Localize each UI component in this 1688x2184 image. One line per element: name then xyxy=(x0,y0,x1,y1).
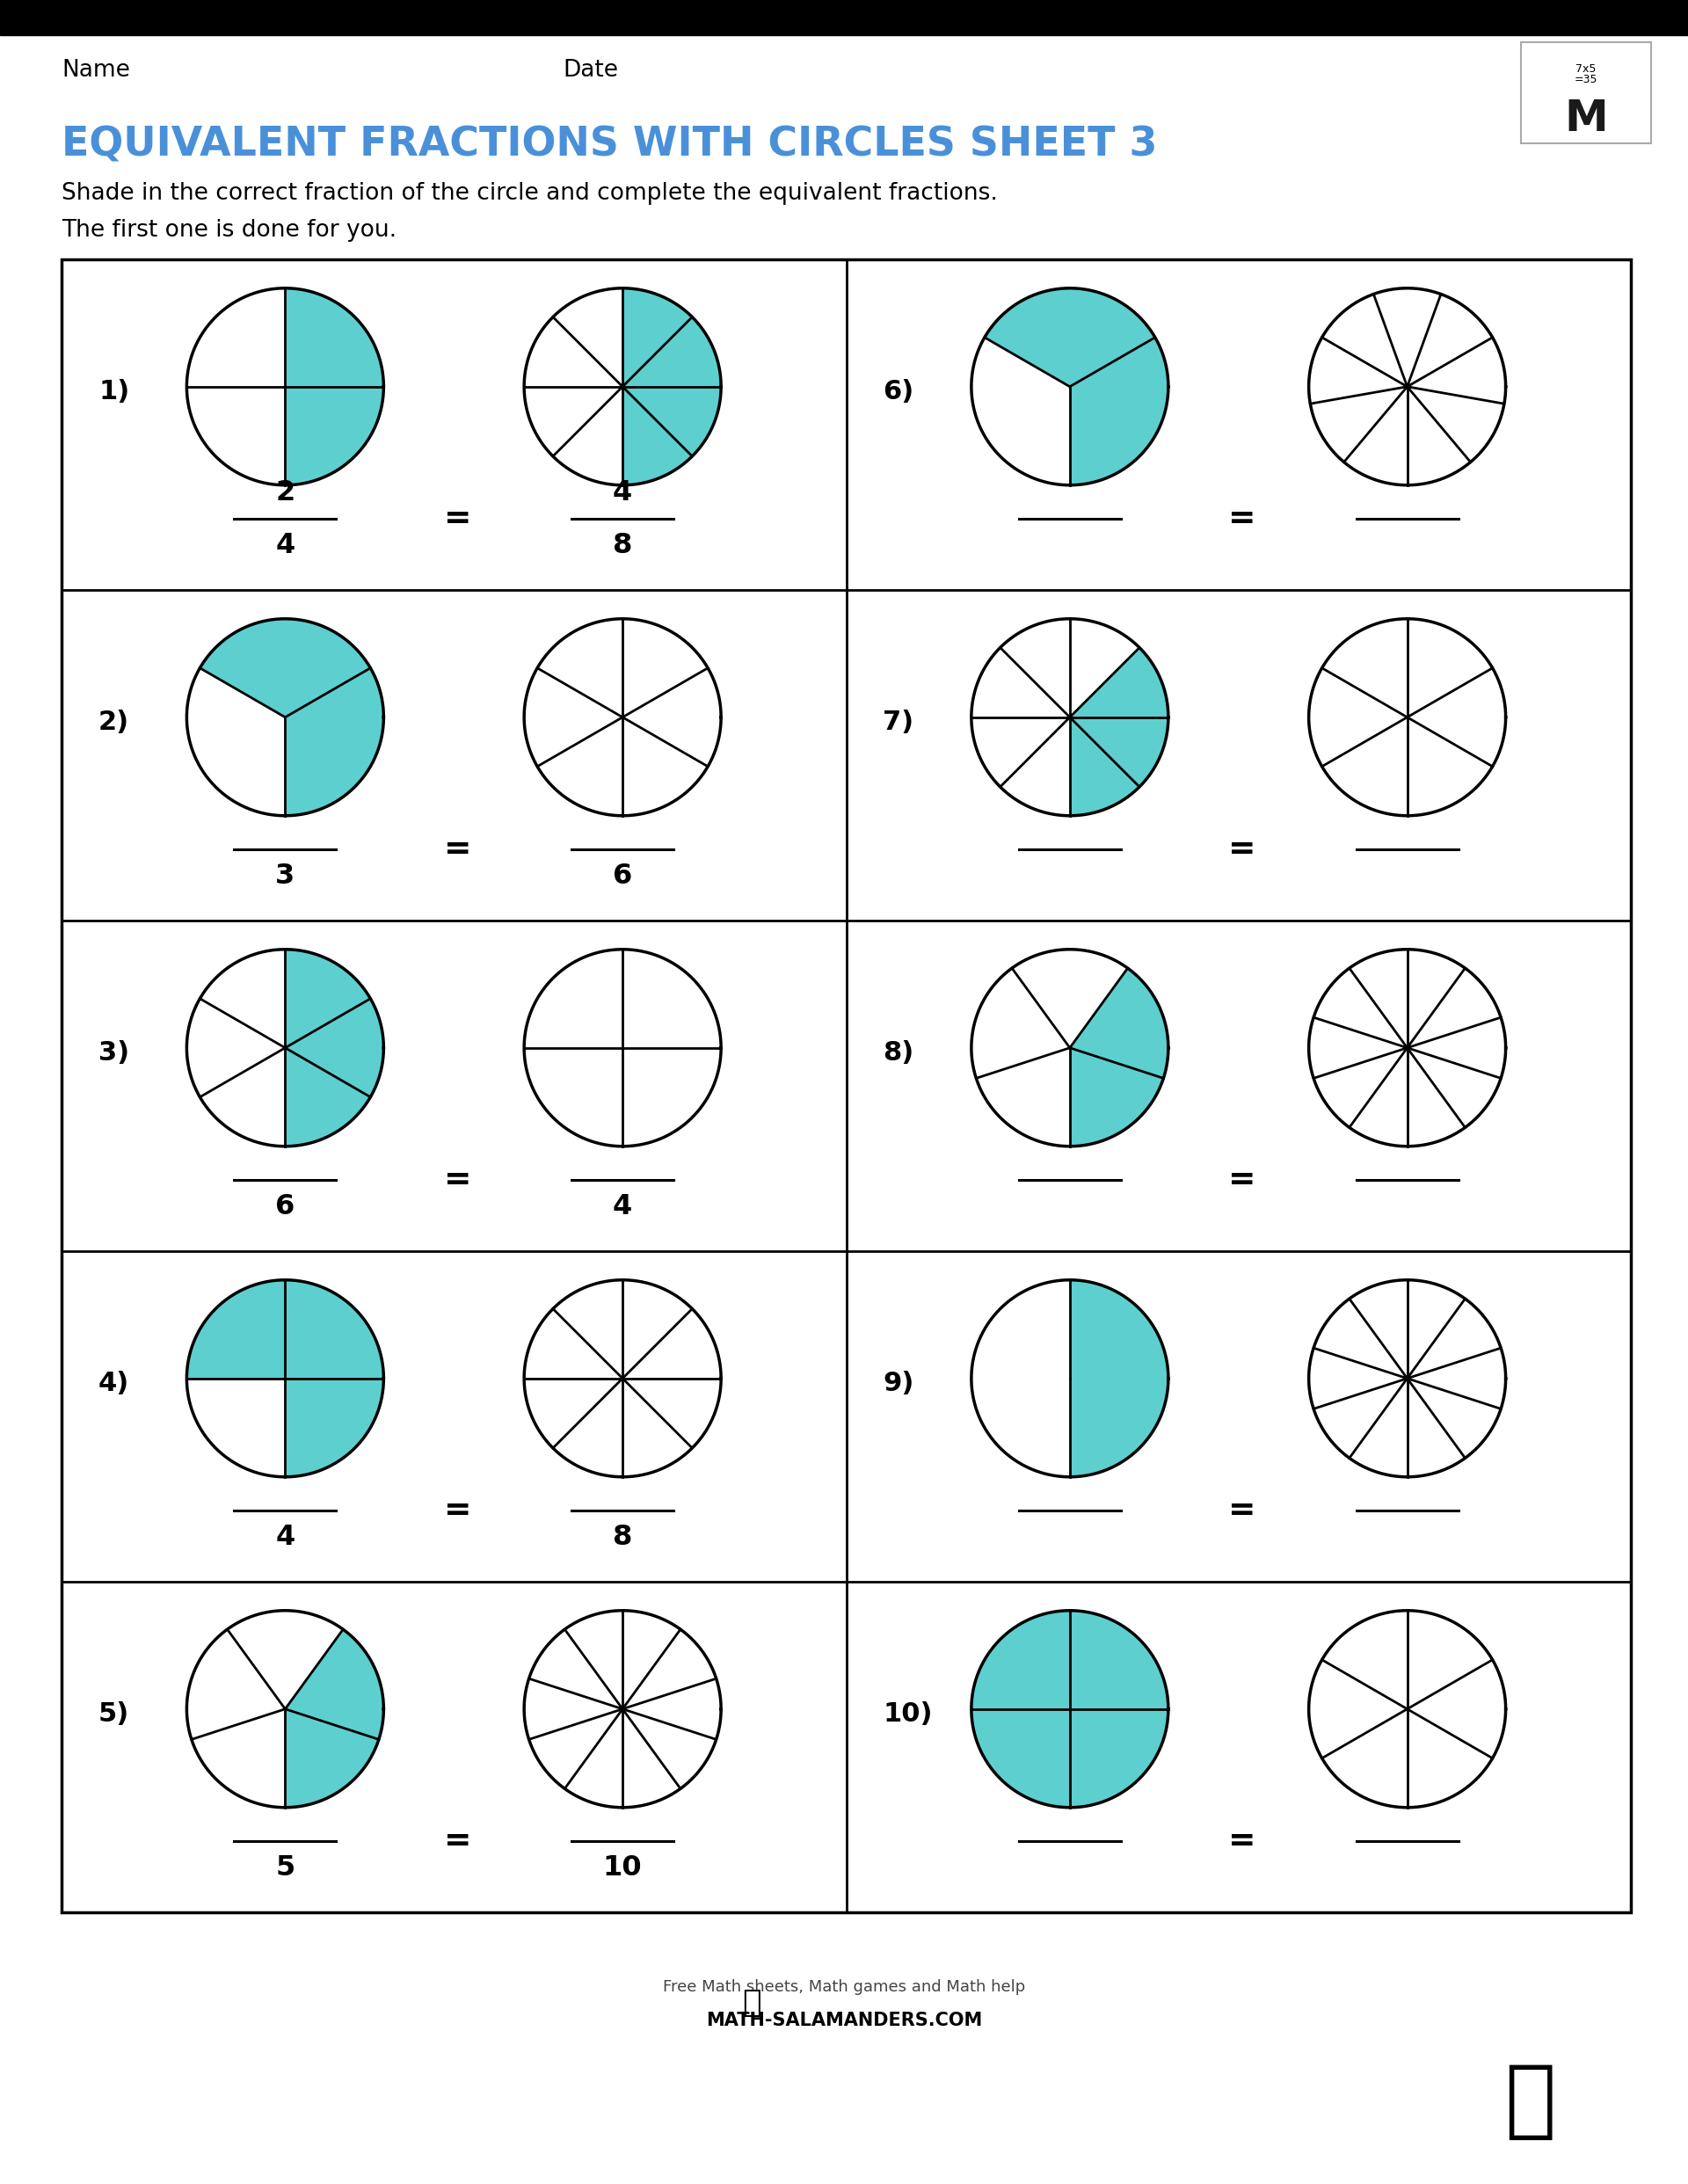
Text: Name: Name xyxy=(61,59,130,81)
Text: 9): 9) xyxy=(883,1372,915,1396)
Bar xyxy=(61,260,1631,1913)
Text: 4: 4 xyxy=(275,1524,295,1551)
Polygon shape xyxy=(285,1048,370,1147)
Text: =: = xyxy=(444,502,471,535)
Polygon shape xyxy=(187,1280,285,1378)
Polygon shape xyxy=(285,998,383,1096)
Polygon shape xyxy=(285,1280,383,1378)
Text: 🦎: 🦎 xyxy=(1504,2060,1555,2143)
Text: 3): 3) xyxy=(98,1040,130,1066)
Text: 4): 4) xyxy=(98,1372,130,1396)
Text: 5: 5 xyxy=(275,1854,295,1880)
Polygon shape xyxy=(623,288,692,387)
Polygon shape xyxy=(1070,1610,1168,1710)
Text: M: M xyxy=(1565,98,1609,140)
Polygon shape xyxy=(199,618,370,716)
Polygon shape xyxy=(1070,649,1168,716)
Text: 2): 2) xyxy=(98,710,130,736)
Text: 6): 6) xyxy=(883,378,915,404)
Polygon shape xyxy=(1070,1048,1163,1147)
Text: 10: 10 xyxy=(603,1854,641,1880)
Polygon shape xyxy=(285,668,383,815)
Text: =: = xyxy=(1229,1164,1256,1197)
Polygon shape xyxy=(1070,1710,1168,1808)
Polygon shape xyxy=(1070,968,1168,1079)
Text: Free Math sheets, Math games and Math help: Free Math sheets, Math games and Math he… xyxy=(663,1979,1025,1994)
Bar xyxy=(1521,41,1651,144)
Text: =: = xyxy=(444,1164,471,1197)
Bar xyxy=(0,0,1688,35)
Text: =: = xyxy=(444,1826,471,1856)
Text: =: = xyxy=(1229,1826,1256,1856)
Polygon shape xyxy=(971,1610,1070,1710)
Text: 5): 5) xyxy=(98,1701,130,1728)
Text: The first one is done for you.: The first one is done for you. xyxy=(61,218,397,242)
Polygon shape xyxy=(285,1629,383,1738)
Text: Shade in the correct fraction of the circle and complete the equivalent fraction: Shade in the correct fraction of the cir… xyxy=(61,181,998,205)
Text: 4: 4 xyxy=(613,1192,633,1221)
Polygon shape xyxy=(285,387,383,485)
Text: =35: =35 xyxy=(1575,74,1597,85)
Text: =: = xyxy=(1229,1494,1256,1527)
Polygon shape xyxy=(1070,716,1168,786)
Polygon shape xyxy=(285,1710,378,1808)
Text: 2: 2 xyxy=(275,478,295,507)
Text: 8: 8 xyxy=(613,531,633,559)
Text: 7x5: 7x5 xyxy=(1575,63,1597,74)
Text: MATH-SALAMANDERS.COM: MATH-SALAMANDERS.COM xyxy=(706,2011,982,2029)
Polygon shape xyxy=(623,387,692,485)
Text: 3: 3 xyxy=(275,863,295,889)
Text: 6: 6 xyxy=(275,1192,295,1221)
Polygon shape xyxy=(285,950,370,1048)
Text: Date: Date xyxy=(562,59,618,81)
Text: 4: 4 xyxy=(613,478,633,507)
Polygon shape xyxy=(1070,336,1168,485)
Polygon shape xyxy=(971,1710,1070,1808)
Polygon shape xyxy=(285,288,383,387)
Polygon shape xyxy=(984,288,1155,387)
Text: 🦁: 🦁 xyxy=(743,1987,761,2018)
Polygon shape xyxy=(623,387,721,456)
Text: 7): 7) xyxy=(883,710,913,736)
Polygon shape xyxy=(1070,716,1139,815)
Text: 10): 10) xyxy=(883,1701,933,1728)
Text: 1): 1) xyxy=(98,378,130,404)
Polygon shape xyxy=(623,317,721,387)
Text: 4: 4 xyxy=(275,531,295,559)
Text: 6: 6 xyxy=(613,863,633,889)
Text: =: = xyxy=(444,834,471,865)
Text: =: = xyxy=(444,1494,471,1527)
Text: 8): 8) xyxy=(883,1040,915,1066)
Polygon shape xyxy=(1070,1280,1168,1476)
Text: 8: 8 xyxy=(613,1524,633,1551)
Text: EQUIVALENT FRACTIONS WITH CIRCLES SHEET 3: EQUIVALENT FRACTIONS WITH CIRCLES SHEET … xyxy=(61,124,1158,164)
Text: =: = xyxy=(1229,502,1256,535)
Text: =: = xyxy=(1229,834,1256,865)
Polygon shape xyxy=(285,1378,383,1476)
